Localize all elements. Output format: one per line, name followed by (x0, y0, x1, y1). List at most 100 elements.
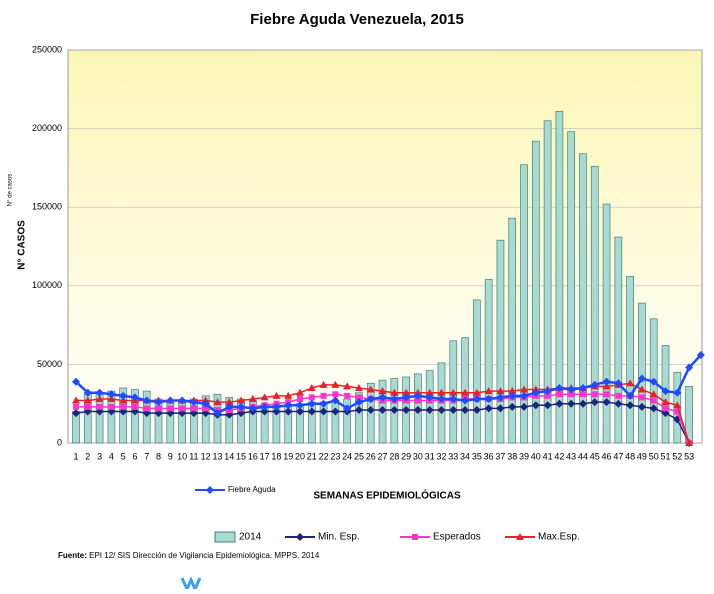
line-marker (366, 394, 375, 403)
line-marker (296, 388, 305, 396)
line-marker (413, 391, 422, 400)
x-tick-label: 33 (448, 451, 458, 461)
line-marker (520, 391, 529, 400)
y-axis-label: N° CASOS (17, 220, 28, 270)
line-marker (130, 393, 139, 402)
line-marker (260, 402, 269, 411)
line-marker (95, 394, 104, 402)
x-tick-label: 14 (224, 451, 234, 461)
x-tick-label: 20 (295, 451, 305, 461)
line-marker (615, 392, 622, 399)
x-tick-label: 37 (495, 451, 505, 461)
x-tick-label: 44 (578, 451, 588, 461)
line-marker (567, 399, 576, 408)
x-tick-label: 7 (144, 451, 149, 461)
x-tick-label: 1 (73, 451, 78, 461)
line-marker (331, 396, 340, 405)
line-marker (484, 394, 493, 403)
line-marker (638, 394, 645, 401)
line-marker (602, 398, 611, 407)
line-marker (461, 396, 470, 405)
bar (473, 299, 481, 444)
line-marker (578, 399, 587, 408)
line-marker (568, 391, 575, 398)
x-tick-label: 41 (543, 451, 553, 461)
x-tick-label: 29 (401, 451, 411, 461)
line-marker (284, 407, 293, 416)
bar (225, 397, 234, 444)
line-marker (437, 405, 446, 414)
line-marker (614, 379, 623, 388)
x-tick-label: 47 (613, 451, 623, 461)
line-marker (567, 385, 576, 394)
bar (201, 395, 210, 444)
bar (579, 153, 587, 444)
line-marker (413, 405, 422, 414)
bar (638, 302, 646, 444)
x-tick-label: 16 (248, 451, 258, 461)
line-marker (544, 392, 551, 399)
x-tick-label: 51 (660, 451, 670, 461)
x-tick-label: 36 (484, 451, 494, 461)
bar (602, 203, 611, 444)
line-marker (603, 391, 610, 398)
line-marker (284, 391, 293, 399)
line-marker (355, 394, 362, 401)
line-marker (272, 402, 281, 411)
line-marker (272, 407, 281, 416)
line-marker (378, 387, 387, 395)
line-marker (119, 391, 128, 400)
x-tick-label: 50 (649, 451, 659, 461)
x-tick-label: 6 (132, 451, 137, 461)
y-tick-label: 50000 (37, 359, 62, 369)
x-tick-label: 35 (472, 451, 482, 461)
chart-title: Fiebre Aguda Venezuela, 2015 (250, 11, 464, 28)
line-marker (508, 387, 517, 395)
line-marker (685, 363, 694, 372)
line-marker (354, 398, 363, 407)
line-marker (614, 399, 623, 408)
line-marker (366, 385, 375, 393)
line-marker (496, 404, 505, 413)
x-tick-label: 39 (519, 451, 529, 461)
line-marker (154, 398, 163, 407)
line-marker (496, 393, 505, 402)
x-axis-label: SEMANAS EPIDEMIOLÓGICAS (313, 489, 461, 502)
x-tick-label: 45 (590, 451, 600, 461)
line-marker (120, 403, 127, 410)
line-marker (591, 391, 598, 398)
line-marker (225, 402, 234, 411)
line-marker (461, 405, 470, 414)
line-marker (307, 399, 316, 408)
line-marker (307, 383, 316, 391)
line-marker (555, 383, 564, 392)
x-tick-label: 22 (319, 451, 329, 461)
x-tick-label: 19 (283, 451, 293, 461)
line-marker (354, 383, 363, 391)
legend-label: Esperados (433, 532, 481, 543)
x-tick-label: 49 (637, 451, 647, 461)
line-marker (579, 391, 586, 398)
line-marker (354, 405, 363, 414)
line-marker (602, 382, 611, 390)
x-tick-label: 52 (672, 451, 682, 461)
line-marker (331, 407, 340, 416)
x-tick-label: 28 (389, 451, 399, 461)
y-tick-label: 100000 (32, 280, 62, 290)
legend-label: 2014 (239, 532, 262, 543)
line-marker (578, 383, 587, 392)
line-marker (425, 393, 434, 402)
line-marker (472, 405, 481, 414)
x-tick-label: 8 (156, 451, 161, 461)
line-marker (284, 401, 293, 410)
line-marker (131, 403, 138, 410)
line-marker (260, 393, 269, 401)
x-tick-label: 46 (602, 451, 612, 461)
bar (614, 236, 623, 444)
line-marker (673, 401, 682, 409)
x-tick-label: 25 (354, 451, 364, 461)
line-marker (248, 394, 257, 402)
source-text: EPI 12/ SIS Dirección de Vigilancia Epid… (89, 551, 320, 560)
x-tick-label: 3 (97, 451, 102, 461)
